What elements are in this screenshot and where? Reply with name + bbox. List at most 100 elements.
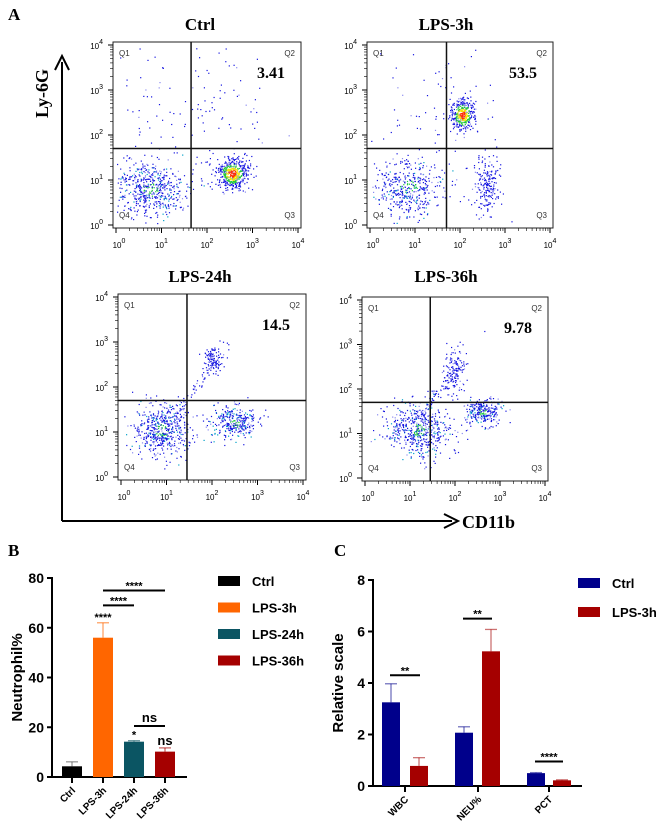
- event-dot: [125, 179, 127, 181]
- event-dot: [231, 410, 233, 412]
- event-dot: [454, 360, 456, 362]
- event-dot: [160, 171, 162, 173]
- event-dot: [140, 425, 142, 427]
- event-dot: [240, 181, 242, 183]
- event-dot: [140, 400, 142, 403]
- event-dot: [256, 58, 258, 60]
- event-dot: [243, 422, 245, 424]
- event-dot: [404, 160, 406, 162]
- event-dot: [243, 419, 245, 421]
- event-dot: [422, 203, 424, 206]
- event-dot: [220, 173, 222, 175]
- event-dot: [423, 203, 425, 205]
- event-dot: [177, 170, 179, 172]
- event-dot: [252, 428, 254, 430]
- event-dot: [210, 360, 213, 362]
- event-dot: [467, 124, 469, 126]
- event-dot: [437, 434, 439, 436]
- event-dot: [452, 381, 454, 383]
- event-dot: [227, 189, 229, 191]
- event-dot: [163, 420, 165, 422]
- event-dot: [140, 189, 142, 191]
- event-dot: [487, 408, 489, 410]
- event-dot: [161, 438, 163, 441]
- x-tick-label: 103: [246, 238, 259, 250]
- event-dot: [202, 414, 204, 416]
- event-dot: [225, 173, 227, 175]
- event-dot: [408, 436, 410, 438]
- event-dot: [161, 442, 164, 444]
- event-dot: [150, 415, 153, 417]
- event-dot: [162, 119, 164, 121]
- event-dot: [222, 341, 225, 343]
- event-dot: [144, 191, 146, 193]
- event-dot: [219, 180, 221, 182]
- event-dot: [419, 186, 421, 188]
- event-dot: [399, 425, 401, 427]
- event-dot: [119, 196, 121, 198]
- event-dot: [250, 111, 252, 113]
- event-dot: [395, 433, 397, 435]
- event-dot: [464, 106, 466, 109]
- event-dot: [139, 171, 141, 174]
- event-dot: [217, 184, 219, 186]
- event-dot: [456, 120, 458, 122]
- event-dot: [457, 105, 459, 107]
- event-dot: [501, 203, 503, 205]
- event-dot: [202, 381, 204, 383]
- event-dot: [252, 418, 254, 420]
- quadrant-label-q4: Q4: [119, 211, 130, 220]
- event-dot: [407, 183, 409, 185]
- event-dot: [124, 190, 127, 192]
- event-dot: [225, 173, 227, 175]
- event-dot: [410, 115, 412, 117]
- event-dot: [440, 389, 442, 392]
- event-dot: [415, 434, 417, 436]
- event-dot: [224, 430, 226, 432]
- event-dot: [232, 192, 234, 194]
- y-tick-label: 103: [95, 336, 108, 348]
- event-dot: [382, 188, 384, 190]
- event-dot: [430, 420, 433, 422]
- event-dot: [246, 413, 248, 415]
- event-dot: [132, 175, 134, 177]
- event-dot: [456, 374, 458, 376]
- event-dot: [412, 434, 414, 436]
- event-dot: [459, 116, 461, 118]
- event-dot: [196, 415, 198, 417]
- event-dot: [157, 179, 160, 181]
- tick-base: 10: [449, 494, 458, 503]
- event-dot: [210, 423, 212, 425]
- event-dot: [409, 208, 411, 210]
- event-dot: [414, 178, 416, 180]
- event-dot: [233, 413, 235, 415]
- event-dot: [152, 163, 154, 165]
- event-dot: [235, 167, 237, 169]
- event-dot: [181, 408, 183, 410]
- event-dot: [145, 440, 147, 442]
- event-dot: [414, 180, 416, 183]
- significance-marker: ns: [157, 733, 172, 748]
- event-dot: [135, 198, 137, 200]
- event-dot: [117, 211, 119, 213]
- event-dot: [398, 439, 401, 441]
- event-dot: [459, 341, 461, 343]
- event-dot: [234, 163, 236, 165]
- event-dot: [164, 456, 166, 458]
- event-dot: [167, 423, 169, 425]
- event-dot: [493, 415, 495, 418]
- event-dot: [197, 117, 199, 119]
- event-dot: [137, 180, 139, 182]
- event-dot: [148, 421, 150, 423]
- event-dot: [212, 356, 214, 358]
- event-dot: [437, 433, 439, 435]
- event-dot: [236, 424, 238, 426]
- event-dot: [139, 451, 141, 453]
- event-dot: [234, 427, 236, 429]
- event-dot: [470, 125, 473, 127]
- event-dot: [215, 373, 217, 375]
- event-dot: [153, 429, 155, 431]
- event-dot: [208, 164, 211, 166]
- event-dot: [178, 442, 180, 444]
